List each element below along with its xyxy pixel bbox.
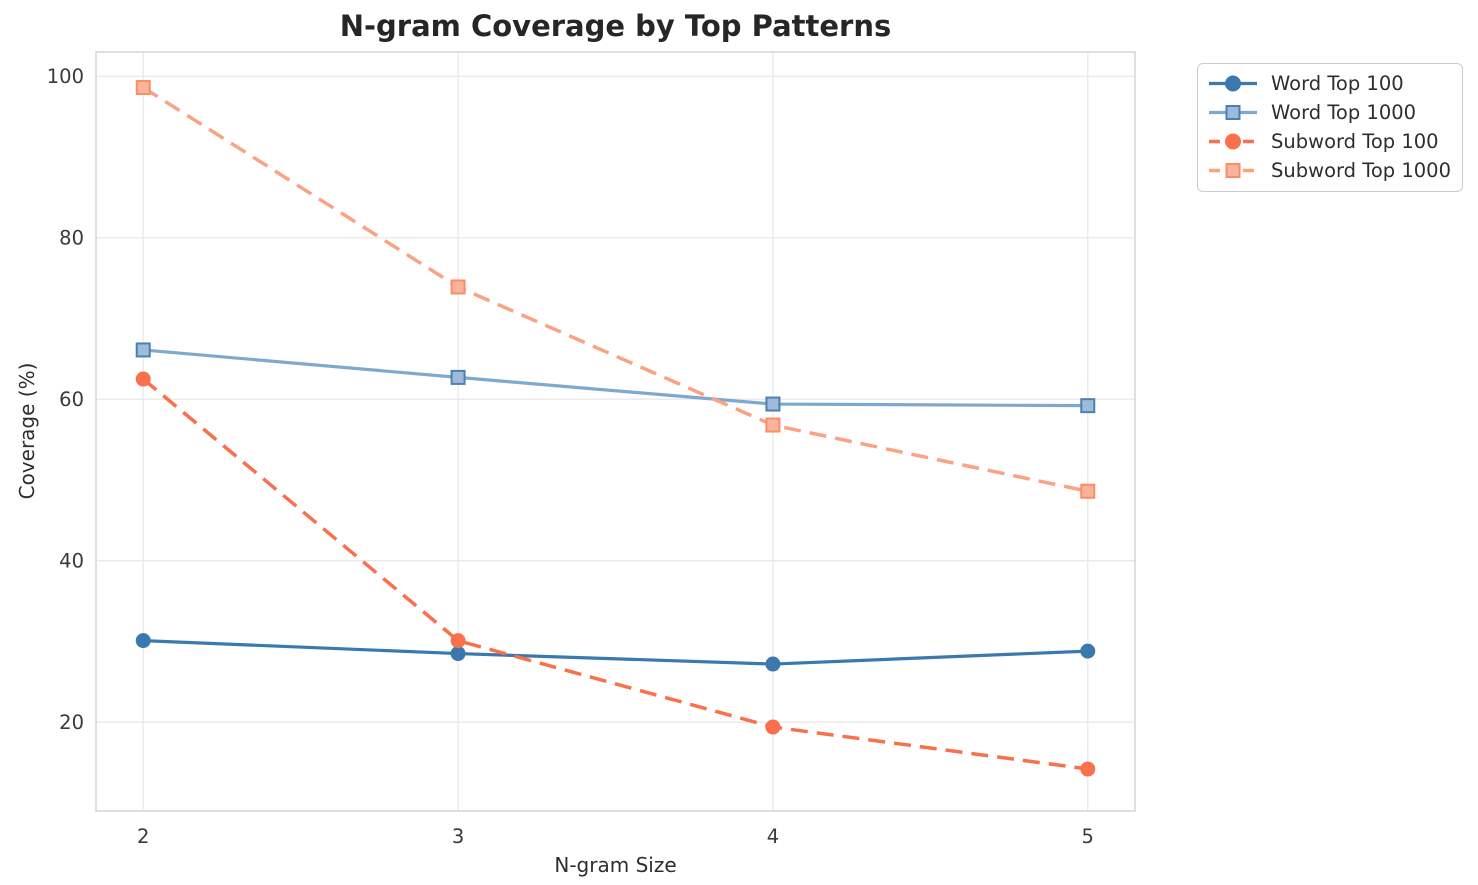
series-line: [143, 639, 1088, 666]
series-line: [143, 348, 1088, 408]
data-point-marker: [1080, 643, 1096, 659]
series-line: [142, 377, 1089, 771]
legend-label: Word Top 100: [1271, 72, 1404, 95]
data-point-marker: [450, 633, 466, 649]
x-tick-label: 2: [137, 825, 149, 848]
chart-title: N-gram Coverage by Top Patterns: [339, 9, 892, 43]
data-point-marker: [765, 656, 781, 672]
data-point-marker: [135, 80, 151, 96]
legend-item-subword-top-1000: Subword Top 1000: [1207, 156, 1462, 185]
y-tick-label: 40: [59, 550, 84, 573]
legend-item-word-top-100: Word Top 100: [1207, 69, 1462, 98]
legend: Word Top 100 Word Top 1000 Subword Top 100…: [1197, 63, 1463, 192]
legend-label: Word Top 1000: [1271, 101, 1417, 124]
y-tick-label: 20: [59, 711, 84, 734]
data-point-marker: [765, 719, 781, 735]
plot-frame: [95, 51, 1136, 812]
data-point-marker: [135, 342, 151, 358]
legend-swatch-icon: [1209, 75, 1257, 92]
data-point-marker: [1080, 483, 1096, 499]
legend-swatch-icon: [1209, 163, 1257, 178]
y-tick-label: 60: [59, 388, 84, 411]
y-tick-label: 80: [59, 227, 84, 250]
legend-marker-icon: [1225, 133, 1241, 150]
x-tick-label: 4: [767, 825, 779, 848]
data-point-marker: [135, 371, 151, 387]
x-tick-label: 5: [1082, 825, 1094, 848]
series-line: [142, 86, 1089, 493]
x-axis-label: N-gram Size: [554, 853, 677, 877]
series-subword-top-1000: [135, 80, 1096, 499]
y-tick-label: 100: [47, 65, 84, 88]
series-subword-top-100: [135, 371, 1096, 777]
legend-swatch-icon: [1209, 105, 1257, 120]
data-point-marker: [1080, 761, 1096, 777]
tick-labels: 2 3 4 5 20 40 60 80 100: [47, 65, 1094, 848]
legend-item-subword-top-100: Subword Top 100: [1207, 127, 1462, 156]
legend-swatch-icon: [1209, 133, 1257, 150]
y-axis-label: Coverage (%): [15, 362, 39, 500]
legend-label: Subword Top 1000: [1271, 159, 1451, 182]
legend-item-word-top-1000: Word Top 1000: [1207, 98, 1462, 127]
legend-label: Subword Top 100: [1271, 130, 1439, 153]
legend-marker-icon: [1225, 163, 1241, 178]
series-word-top-100: [135, 633, 1096, 672]
gridlines: [96, 52, 1135, 811]
data-point-marker: [765, 417, 781, 433]
data-point-marker: [135, 633, 151, 649]
x-tick-label: 3: [452, 825, 464, 848]
legend-marker-icon: [1225, 105, 1241, 120]
data-point-marker: [450, 279, 466, 295]
data-point-marker: [450, 369, 466, 385]
legend-marker-icon: [1225, 75, 1241, 92]
data-point-marker: [450, 646, 466, 662]
data-point-marker: [765, 396, 781, 412]
data-point-marker: [1080, 398, 1096, 414]
series-word-top-1000: [135, 342, 1096, 414]
